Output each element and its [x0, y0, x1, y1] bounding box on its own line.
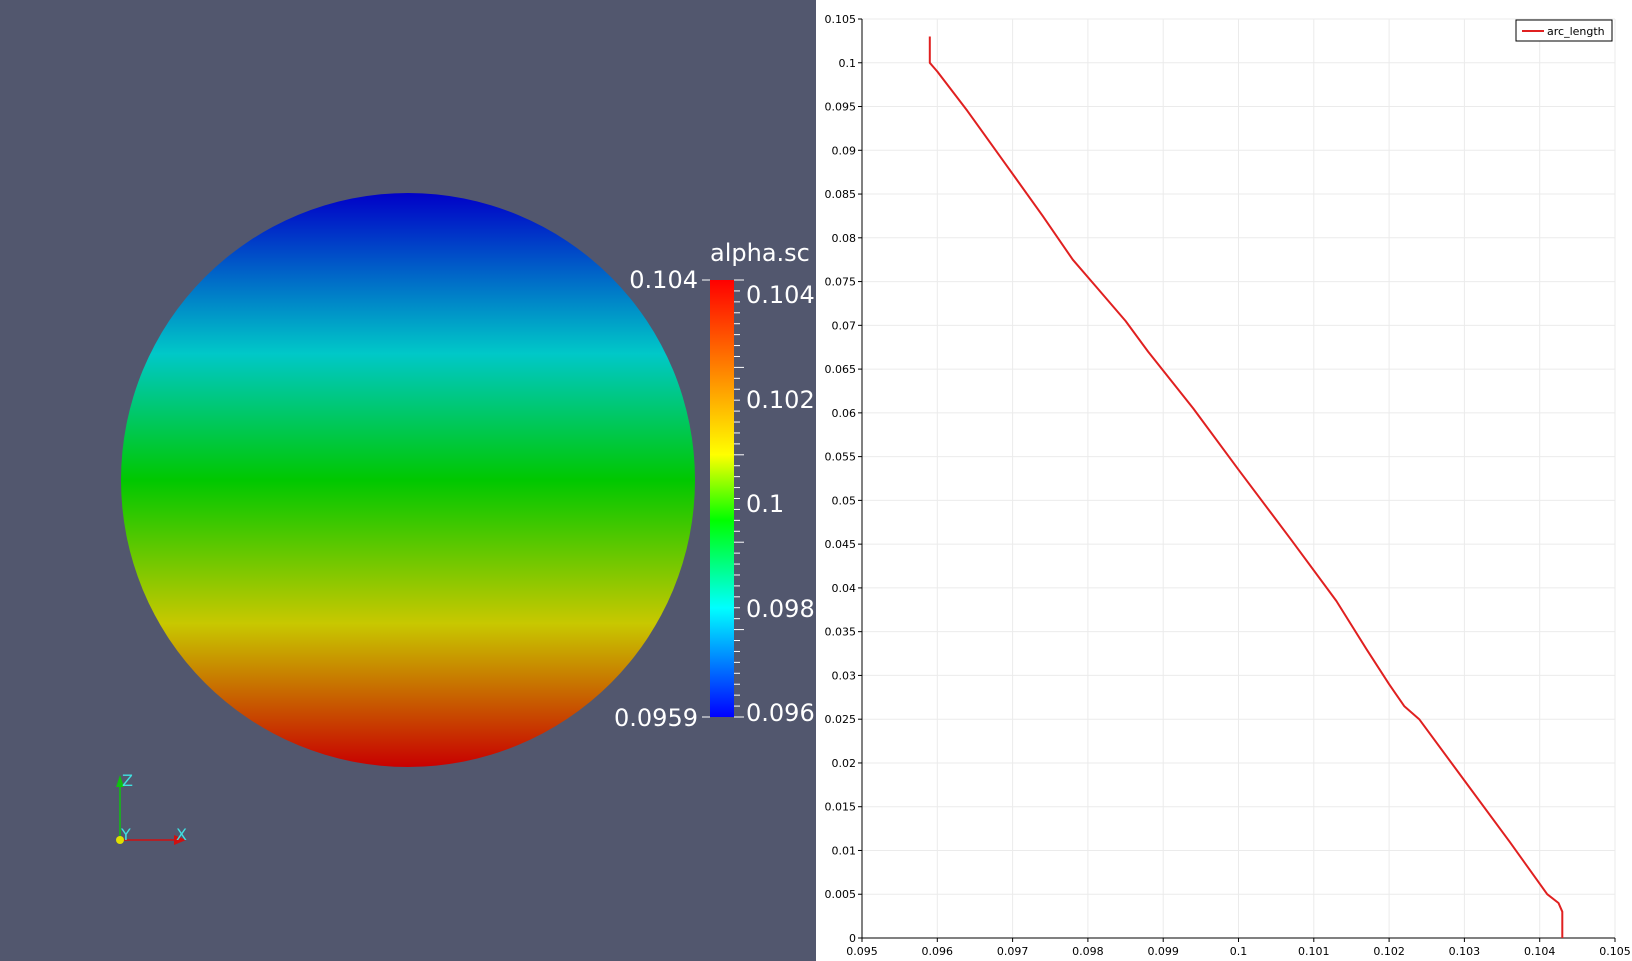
y-tick-label: 0.095 [825, 101, 857, 114]
chart-grid [861, 18, 1616, 939]
legend-label: arc_length [1547, 25, 1605, 38]
y-tick-label: 0.035 [825, 626, 857, 639]
y-tick-label: 0.05 [832, 494, 857, 507]
x-tick-label: 0.096 [922, 945, 954, 958]
axis-z-arrow-icon [116, 775, 124, 787]
x-tick-label: 0.098 [1072, 945, 1104, 958]
y-tick-label: 0.09 [832, 144, 857, 157]
x-tick-label: 0.1 [1230, 945, 1248, 958]
y-tick-label: 0.085 [825, 188, 857, 201]
y-tick-label: 0.03 [832, 669, 857, 682]
y-tick-label: 0.065 [825, 363, 857, 376]
color-legend[interactable]: alpha.sc 0.104 0.0959 0.104 0.102 0.1 0.… [614, 239, 815, 732]
x-tick-label: 0.097 [997, 945, 1029, 958]
y-tick-label: 0 [849, 932, 856, 945]
y-tick-label: 0.075 [825, 276, 857, 289]
colorbar-range-max: 0.104 [629, 266, 698, 294]
y-tick-label: 0.055 [825, 451, 857, 464]
x-tick-label: 0.105 [1599, 945, 1631, 958]
y-tick-label: 0.045 [825, 538, 857, 551]
y-tick-label: 0.105 [825, 13, 857, 26]
chart-axes: 0.095 0.096 0.097 0.098 0.099 0.1 0.101 0.102 0.… [825, 13, 1631, 958]
y-tick-label: 0.01 [832, 844, 857, 857]
y-tick-label: 0.015 [825, 801, 857, 814]
y-tick-label: 0.02 [832, 757, 857, 770]
axis-z-label: Z [122, 771, 133, 790]
y-tick-label: 0.025 [825, 713, 857, 726]
chart-series [928, 36, 1564, 939]
legend-box [1515, 19, 1613, 42]
series-line-arc-length[interactable] [928, 36, 1564, 939]
axis-y-dot-icon [116, 836, 124, 844]
axis-x-label: X [176, 825, 187, 844]
sphere-surface[interactable] [121, 193, 695, 767]
colorbar-tick-label: 0.1 [746, 490, 784, 518]
y-tick-label: 0.005 [825, 888, 857, 901]
x-tick-label: 0.104 [1524, 945, 1556, 958]
render-canvas: alpha.sc 0.104 0.0959 0.104 0.102 0.1 0.… [116, 193, 815, 845]
colorbar-range-min: 0.0959 [614, 704, 698, 732]
colorbar-tick-label: 0.098 [746, 595, 815, 623]
axis-x-arrow-icon [174, 835, 186, 845]
x-tick-label: 0.095 [846, 945, 878, 958]
orientation-axes: Z Y X [116, 771, 187, 845]
axis-y-label: Y [120, 825, 131, 844]
colorbar-tick-label: 0.102 [746, 386, 815, 414]
y-tick-label: 0.07 [832, 319, 857, 332]
x-tick-label: 0.099 [1147, 945, 1179, 958]
line-chart-view[interactable]: 0.095 0.096 0.097 0.098 0.099 0.1 0.101 0.102 0.… [816, 0, 1632, 961]
x-tick-label: 0.103 [1449, 945, 1481, 958]
x-tick-label: 0.101 [1298, 945, 1330, 958]
render-view-3d[interactable]: alpha.sc 0.104 0.0959 0.104 0.102 0.1 0.… [0, 0, 816, 961]
colorbar-gradient [710, 280, 734, 717]
colorbar-title: alpha.sc [710, 239, 810, 267]
colorbar-tick-label: 0.096 [746, 699, 815, 727]
chart-legend[interactable]: arc_length [1515, 19, 1613, 42]
line-chart: 0.095 0.096 0.097 0.098 0.099 0.1 0.101 0.102 0.… [825, 13, 1631, 958]
colorbar-ticks [734, 279, 744, 718]
x-tick-label: 0.102 [1373, 945, 1405, 958]
y-tick-label: 0.06 [832, 407, 857, 420]
y-tick-label: 0.08 [832, 232, 857, 245]
colorbar-tick-label: 0.104 [746, 281, 815, 309]
y-tick-label: 0.04 [832, 582, 857, 595]
y-tick-label: 0.1 [839, 57, 857, 70]
